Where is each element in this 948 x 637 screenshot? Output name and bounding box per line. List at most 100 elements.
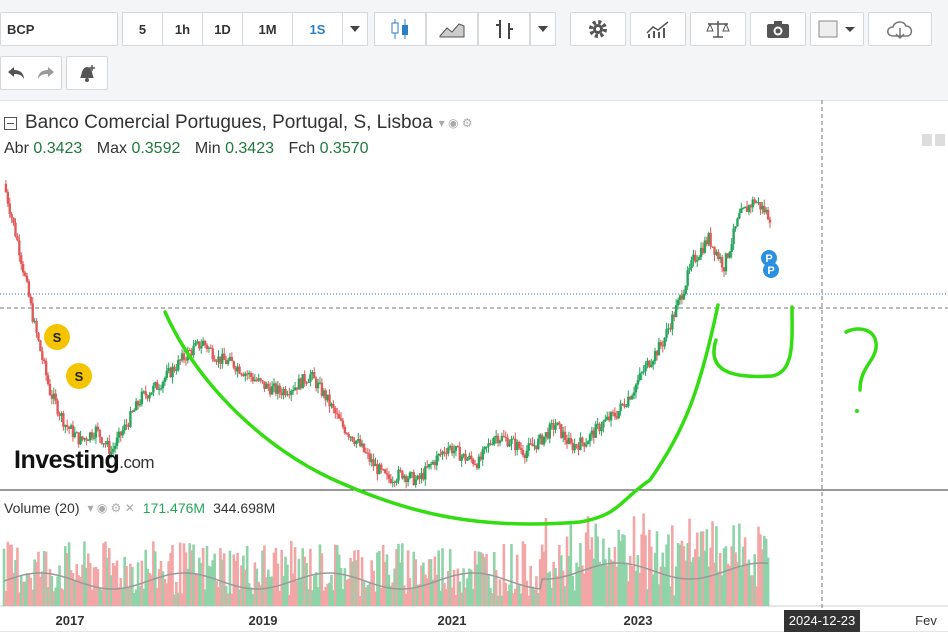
price-chart[interactable]: S S PP 2017 2019 2021 2023 2024-12-23 Fev <box>0 100 948 633</box>
candle-body <box>406 478 410 483</box>
volume-bar <box>741 546 745 606</box>
compare-button[interactable] <box>690 12 746 46</box>
collapse-legend-icon[interactable] <box>4 116 17 130</box>
volume-bar <box>263 545 266 606</box>
redo-icon[interactable] <box>36 65 56 81</box>
volume-bar <box>437 550 441 606</box>
volume-bar <box>671 525 674 606</box>
volume-bar <box>692 557 695 606</box>
settings-button[interactable] <box>570 12 626 46</box>
volume-bar <box>54 587 58 606</box>
volume-bar <box>119 577 123 606</box>
bars-button[interactable] <box>478 12 530 46</box>
volume-bar <box>523 543 527 606</box>
volume-bar <box>213 553 216 606</box>
candle-body <box>96 426 100 430</box>
color-button[interactable] <box>810 12 864 46</box>
resolution-1s[interactable]: 1S <box>292 12 342 46</box>
volume-bar <box>311 590 314 606</box>
candle-body <box>416 475 419 480</box>
candle-body <box>322 390 326 396</box>
volume-bar <box>289 541 293 606</box>
volume-bar <box>508 584 511 606</box>
candle-body <box>594 424 597 438</box>
volume-bar <box>322 590 326 606</box>
candle-body <box>642 371 645 373</box>
undo-icon[interactable] <box>6 65 26 81</box>
area-chart-button[interactable] <box>426 12 478 46</box>
candle-body <box>422 473 425 480</box>
candle-body <box>366 452 370 454</box>
candle-body <box>730 244 733 252</box>
candle-body <box>757 202 760 204</box>
volume-bar <box>471 589 475 606</box>
volume-bar <box>538 559 542 606</box>
candle-body <box>650 364 653 368</box>
candle-body <box>39 340 42 352</box>
volume-bar <box>268 577 272 606</box>
candle-body <box>676 300 680 306</box>
candle-body <box>20 255 23 264</box>
resolution-dropdown[interactable] <box>342 12 368 46</box>
volume-bar <box>397 543 400 606</box>
candle-body <box>318 382 322 384</box>
legend-menu-icon[interactable]: ▾ ◉ ⚙ <box>438 116 473 130</box>
split-marker-label: S <box>75 369 84 384</box>
volume-bar <box>198 557 201 606</box>
candle-body <box>349 436 352 438</box>
candle-body <box>88 432 92 441</box>
volume-bar <box>707 566 711 606</box>
volume-bar <box>8 544 12 606</box>
candle-body <box>726 253 730 258</box>
volume-bar <box>150 574 153 606</box>
chart-area[interactable]: S S P P 2017 2019 2021 2023 2024-12-23 Fev <box>0 100 948 633</box>
volume-bar <box>303 556 306 606</box>
volume-bar <box>718 552 722 606</box>
candles-button[interactable] <box>374 12 426 46</box>
candle-body <box>351 436 354 441</box>
cloud-button[interactable] <box>868 12 932 46</box>
candle-body <box>263 381 266 389</box>
candle-body <box>190 350 193 356</box>
candle-body <box>217 356 220 363</box>
chart-type-dropdown[interactable] <box>530 12 556 46</box>
candle-body <box>358 439 362 447</box>
candle-body <box>69 425 73 429</box>
resolution-5[interactable]: 5 <box>122 12 162 46</box>
candle-body <box>573 444 576 451</box>
candle-body <box>286 394 289 396</box>
candle-body <box>588 434 592 442</box>
candle-body <box>228 356 232 361</box>
volume-bar <box>25 573 29 606</box>
candle-body <box>194 343 197 346</box>
resolution-1h[interactable]: 1h <box>162 12 202 46</box>
scale-icon <box>706 21 730 38</box>
candle-body <box>226 360 230 364</box>
candle-body <box>148 394 151 399</box>
symbol-field[interactable]: BCP <box>0 12 118 46</box>
candle-body <box>596 423 599 425</box>
alert-button[interactable] <box>66 56 108 90</box>
candle-body <box>320 382 324 396</box>
volume-bar <box>563 586 567 606</box>
x-tick-label-next: Fev <box>915 613 937 628</box>
candle-body <box>663 337 666 347</box>
toolbar-row-main: BCP 5 1h 1D 1M 1S <box>0 6 936 52</box>
candle-body <box>629 396 632 400</box>
resolution-1m[interactable]: 1M <box>242 12 292 46</box>
crosshair-date-label: 2024-12-23 <box>789 613 856 628</box>
volume-bar <box>240 565 243 606</box>
resolution-1d[interactable]: 1D <box>202 12 242 46</box>
snapshot-button[interactable] <box>750 12 806 46</box>
volume-bar <box>556 575 559 606</box>
indicators-button[interactable] <box>630 12 686 46</box>
volume-menu-icon[interactable]: ▾ ◉ ⚙ ✕ <box>87 501 135 515</box>
volume-bar <box>219 548 222 606</box>
volume-bar <box>492 551 496 606</box>
event-marker-label: P <box>765 253 772 265</box>
volume-bar <box>699 531 703 606</box>
candle-body <box>293 387 297 391</box>
volume-bar <box>18 592 21 606</box>
candle-body <box>178 359 182 361</box>
candle-body <box>21 263 25 273</box>
